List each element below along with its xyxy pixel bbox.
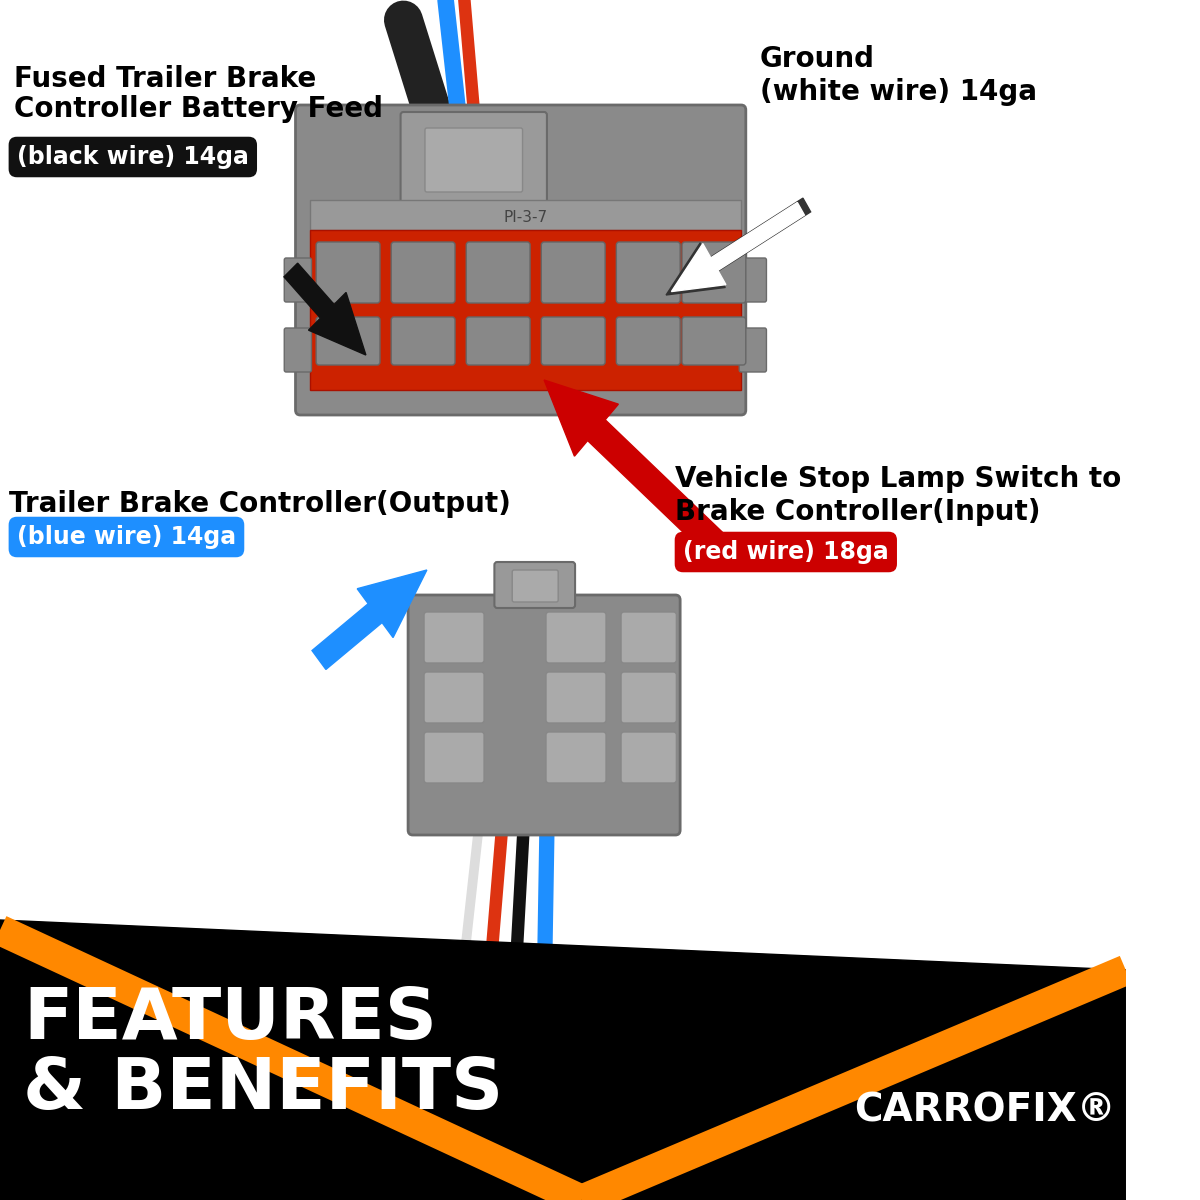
FancyBboxPatch shape: [546, 612, 606, 662]
FancyBboxPatch shape: [316, 317, 380, 365]
FancyBboxPatch shape: [310, 200, 742, 230]
FancyBboxPatch shape: [682, 317, 746, 365]
FancyBboxPatch shape: [622, 732, 677, 782]
FancyBboxPatch shape: [316, 242, 380, 302]
Polygon shape: [666, 198, 811, 295]
FancyBboxPatch shape: [295, 104, 746, 415]
Polygon shape: [0, 920, 1126, 1200]
FancyBboxPatch shape: [424, 672, 484, 722]
Polygon shape: [544, 380, 740, 570]
FancyBboxPatch shape: [682, 242, 746, 302]
Text: Brake Controller(Input): Brake Controller(Input): [676, 498, 1040, 526]
FancyBboxPatch shape: [424, 732, 484, 782]
FancyBboxPatch shape: [617, 317, 680, 365]
Text: Ground: Ground: [760, 44, 875, 73]
Text: Controller Battery Feed: Controller Battery Feed: [14, 95, 383, 122]
Text: FEATURES: FEATURES: [24, 985, 438, 1054]
FancyBboxPatch shape: [622, 612, 677, 662]
FancyBboxPatch shape: [546, 672, 606, 722]
FancyBboxPatch shape: [512, 570, 558, 602]
Polygon shape: [672, 203, 804, 292]
FancyBboxPatch shape: [391, 242, 455, 302]
FancyBboxPatch shape: [546, 732, 606, 782]
FancyBboxPatch shape: [541, 317, 605, 365]
Text: (red wire) 18ga: (red wire) 18ga: [683, 540, 889, 564]
FancyBboxPatch shape: [541, 242, 605, 302]
Text: (blue wire) 14ga: (blue wire) 14ga: [17, 526, 236, 550]
FancyBboxPatch shape: [408, 595, 680, 835]
Text: Trailer Brake Controller(Output): Trailer Brake Controller(Output): [10, 490, 511, 518]
FancyBboxPatch shape: [284, 258, 312, 302]
FancyBboxPatch shape: [739, 258, 767, 302]
Text: CARROFIX®: CARROFIX®: [854, 1091, 1116, 1129]
Text: Fused Trailer Brake: Fused Trailer Brake: [14, 65, 317, 92]
FancyBboxPatch shape: [467, 317, 530, 365]
FancyBboxPatch shape: [401, 112, 547, 208]
FancyBboxPatch shape: [391, 317, 455, 365]
FancyBboxPatch shape: [617, 242, 680, 302]
FancyBboxPatch shape: [494, 562, 575, 608]
FancyBboxPatch shape: [467, 242, 530, 302]
FancyBboxPatch shape: [739, 328, 767, 372]
FancyBboxPatch shape: [425, 128, 522, 192]
FancyBboxPatch shape: [622, 672, 677, 722]
Polygon shape: [284, 263, 366, 355]
Text: & BENEFITS: & BENEFITS: [24, 1055, 504, 1124]
Text: (white wire) 14ga: (white wire) 14ga: [760, 78, 1037, 106]
Text: Vehicle Stop Lamp Switch to: Vehicle Stop Lamp Switch to: [676, 464, 1122, 493]
FancyBboxPatch shape: [424, 612, 484, 662]
FancyBboxPatch shape: [284, 328, 312, 372]
FancyBboxPatch shape: [310, 230, 742, 390]
Polygon shape: [312, 570, 427, 670]
Text: PI-3-7: PI-3-7: [503, 210, 547, 226]
Text: (black wire) 14ga: (black wire) 14ga: [17, 145, 248, 169]
